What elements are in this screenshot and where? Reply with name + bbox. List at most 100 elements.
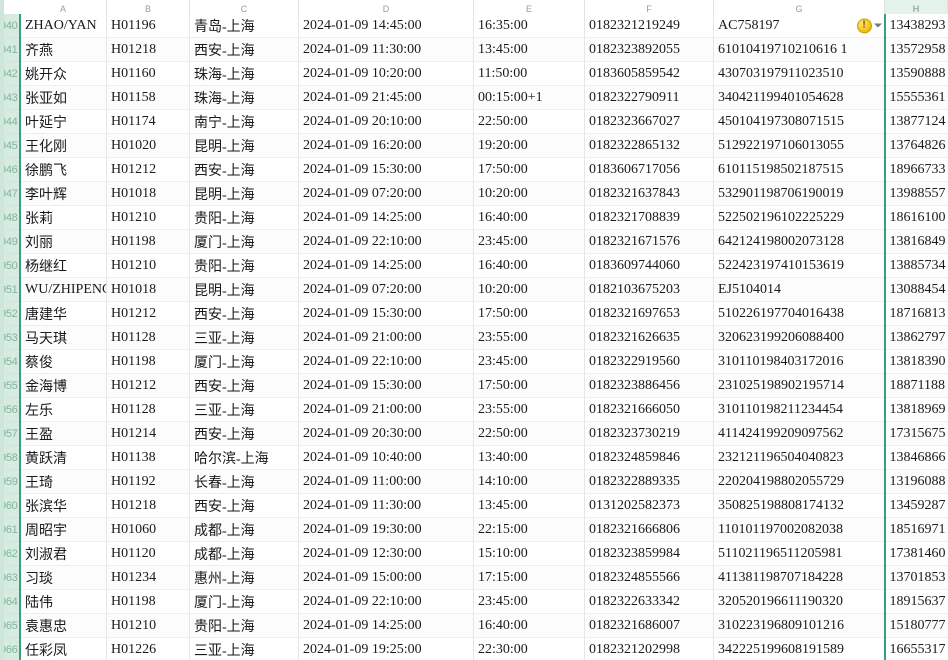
cell-F[interactable]: 0182324859846 bbox=[584, 445, 714, 470]
table-row[interactable]: 940 ZHAO/YAN H01196 青岛-上海 2024-01-09 14:45:0… bbox=[0, 14, 948, 38]
cell-D[interactable]: 2024-01-09 11:30:00 bbox=[298, 37, 474, 62]
cell-F[interactable]: 0183605859542 bbox=[584, 61, 714, 86]
cell-A[interactable]: 王琦 bbox=[20, 469, 107, 494]
cell-H[interactable]: 13590888 bbox=[883, 61, 948, 86]
cell-A[interactable]: ZHAO/YAN bbox=[20, 14, 107, 38]
cell-C[interactable]: 珠海-上海 bbox=[189, 85, 299, 110]
cell-D[interactable]: 2024-01-09 12:30:00 bbox=[298, 541, 474, 566]
cell-A[interactable]: 叶延宁 bbox=[20, 109, 107, 134]
row-header[interactable]: 958 bbox=[0, 445, 21, 470]
cell-B[interactable]: H01060 bbox=[106, 517, 190, 542]
cell-D[interactable]: 2024-01-09 10:40:00 bbox=[298, 445, 474, 470]
cell-D[interactable]: 2024-01-09 14:45:00 bbox=[298, 14, 474, 38]
cell-D[interactable]: 2024-01-09 15:00:00 bbox=[298, 565, 474, 590]
cell-G[interactable]: 642124198002073128 bbox=[713, 229, 885, 254]
cell-H[interactable]: 13846866 bbox=[883, 445, 948, 470]
cell-C[interactable]: 厦门-上海 bbox=[189, 589, 299, 614]
cell-C[interactable]: 西安-上海 bbox=[189, 157, 299, 182]
table-row[interactable]: 942 姚开众 H01160 珠海-上海 2024-01-09 10:20:00 11:5… bbox=[0, 61, 948, 86]
cell-G[interactable]: 411381198707184228 bbox=[713, 565, 885, 590]
cell-A[interactable]: 李叶辉 bbox=[20, 181, 107, 206]
cell-F[interactable]: 0182322889335 bbox=[584, 469, 714, 494]
cell-B[interactable]: H01210 bbox=[106, 253, 190, 278]
column-header-d[interactable]: D bbox=[298, 0, 474, 14]
cell-H[interactable]: 18516971 bbox=[883, 517, 948, 542]
row-header[interactable]: 944 bbox=[0, 109, 21, 134]
table-row[interactable]: 964 陆伟 H01198 厦门-上海 2024-01-09 22:10:00 23:45… bbox=[0, 589, 948, 614]
cell-E[interactable]: 13:40:00 bbox=[473, 445, 585, 470]
cell-E[interactable]: 16:40:00 bbox=[473, 205, 585, 230]
cell-C[interactable]: 青岛-上海 bbox=[189, 14, 299, 38]
cell-C[interactable]: 西安-上海 bbox=[189, 373, 299, 398]
cell-B[interactable]: H01128 bbox=[106, 397, 190, 422]
cell-B[interactable]: H01198 bbox=[106, 589, 190, 614]
cell-D[interactable]: 2024-01-09 21:00:00 bbox=[298, 325, 474, 350]
cell-A[interactable]: 任彩凤 bbox=[20, 637, 107, 660]
table-row[interactable]: 947 李叶辉 H01018 昆明-上海 2024-01-09 07:20:00 10:2… bbox=[0, 181, 948, 206]
cell-D[interactable]: 2024-01-09 22:10:00 bbox=[298, 229, 474, 254]
table-row[interactable]: 962 刘淑君 H01120 成都-上海 2024-01-09 12:30:00 15:1… bbox=[0, 541, 948, 566]
cell-D[interactable]: 2024-01-09 19:30:00 bbox=[298, 517, 474, 542]
cell-E[interactable]: 10:20:00 bbox=[473, 277, 585, 302]
cell-C[interactable]: 厦门-上海 bbox=[189, 349, 299, 374]
cell-C[interactable]: 长春-上海 bbox=[189, 469, 299, 494]
cell-E[interactable]: 22:30:00 bbox=[473, 637, 585, 660]
table-row[interactable]: 946 徐鹏飞 H01212 西安-上海 2024-01-09 15:30:00 17:5… bbox=[0, 157, 948, 182]
table-row[interactable]: 950 杨继红 H01210 贵阳-上海 2024-01-09 14:25:00 16:4… bbox=[0, 253, 948, 278]
cell-F[interactable]: 0182321671576 bbox=[584, 229, 714, 254]
cell-D[interactable]: 2024-01-09 21:45:00 bbox=[298, 85, 474, 110]
cell-B[interactable]: H01226 bbox=[106, 637, 190, 660]
row-header[interactable]: 940 bbox=[0, 14, 21, 38]
cell-F[interactable]: 0182323859984 bbox=[584, 541, 714, 566]
cell-C[interactable]: 昆明-上海 bbox=[189, 181, 299, 206]
cell-A[interactable]: 袁惠忠 bbox=[20, 613, 107, 638]
cell-H[interactable]: 13885734 bbox=[883, 253, 948, 278]
cell-G[interactable]: 511021196511205981 bbox=[713, 541, 885, 566]
cell-E[interactable]: 17:50:00 bbox=[473, 157, 585, 182]
cell-H[interactable]: 18716813 bbox=[883, 301, 948, 326]
cell-A[interactable]: 蔡俊 bbox=[20, 349, 107, 374]
cell-E[interactable]: 13:45:00 bbox=[473, 493, 585, 518]
cell-H[interactable]: 13438293 bbox=[883, 14, 948, 38]
cell-A[interactable]: 齐燕 bbox=[20, 37, 107, 62]
column-header-g[interactable]: G bbox=[713, 0, 885, 14]
cell-E[interactable]: 23:55:00 bbox=[473, 325, 585, 350]
cell-F[interactable]: 0182322790911 bbox=[584, 85, 714, 110]
cell-A[interactable]: 习琰 bbox=[20, 565, 107, 590]
cell-H[interactable]: 13862797 bbox=[883, 325, 948, 350]
cell-B[interactable]: H01020 bbox=[106, 133, 190, 158]
cell-B[interactable]: H01192 bbox=[106, 469, 190, 494]
column-header-f[interactable]: F bbox=[584, 0, 714, 14]
cell-C[interactable]: 惠州-上海 bbox=[189, 565, 299, 590]
table-row[interactable]: 960 张滨华 H01218 西安-上海 2024-01-09 11:30:00 13:4… bbox=[0, 493, 948, 518]
cell-E[interactable]: 22:50:00 bbox=[473, 109, 585, 134]
cell-G[interactable]: 340421199401054628 bbox=[713, 85, 885, 110]
row-header[interactable]: 957 bbox=[0, 421, 21, 446]
cell-G[interactable]: 522423197410153619 bbox=[713, 253, 885, 278]
row-header[interactable]: 965 bbox=[0, 613, 21, 638]
row-header[interactable]: 959 bbox=[0, 469, 21, 494]
cell-H[interactable]: 18871188 bbox=[883, 373, 948, 398]
cell-A[interactable]: 陆伟 bbox=[20, 589, 107, 614]
cell-B[interactable]: H01234 bbox=[106, 565, 190, 590]
table-row[interactable]: 953 马天琪 H01128 三亚-上海 2024-01-09 21:00:00 23:5… bbox=[0, 325, 948, 350]
cell-H[interactable]: 13196088 bbox=[883, 469, 948, 494]
row-header[interactable]: 961 bbox=[0, 517, 21, 542]
cell-G[interactable]: EJ5104014 bbox=[713, 277, 885, 302]
cell-B[interactable]: H01218 bbox=[106, 37, 190, 62]
cell-F[interactable]: 0182321666050 bbox=[584, 397, 714, 422]
cell-F[interactable]: 0182321666806 bbox=[584, 517, 714, 542]
cell-F[interactable]: 0182323667027 bbox=[584, 109, 714, 134]
cell-B[interactable]: H01212 bbox=[106, 301, 190, 326]
table-row[interactable]: 941 齐燕 H01218 西安-上海 2024-01-09 11:30:00 13:45… bbox=[0, 37, 948, 62]
cell-D[interactable]: 2024-01-09 15:30:00 bbox=[298, 373, 474, 398]
cell-A[interactable]: 王盈 bbox=[20, 421, 107, 446]
cell-E[interactable]: 16:35:00 bbox=[473, 14, 585, 38]
cell-G[interactable]: 450104197308071515 bbox=[713, 109, 885, 134]
cell-G[interactable]: 310110198211234454 bbox=[713, 397, 885, 422]
cell-D[interactable]: 2024-01-09 14:25:00 bbox=[298, 205, 474, 230]
cell-H[interactable]: 17315675 bbox=[883, 421, 948, 446]
cell-E[interactable]: 00:15:00+1 bbox=[473, 85, 585, 110]
warning-icon[interactable] bbox=[856, 18, 872, 33]
